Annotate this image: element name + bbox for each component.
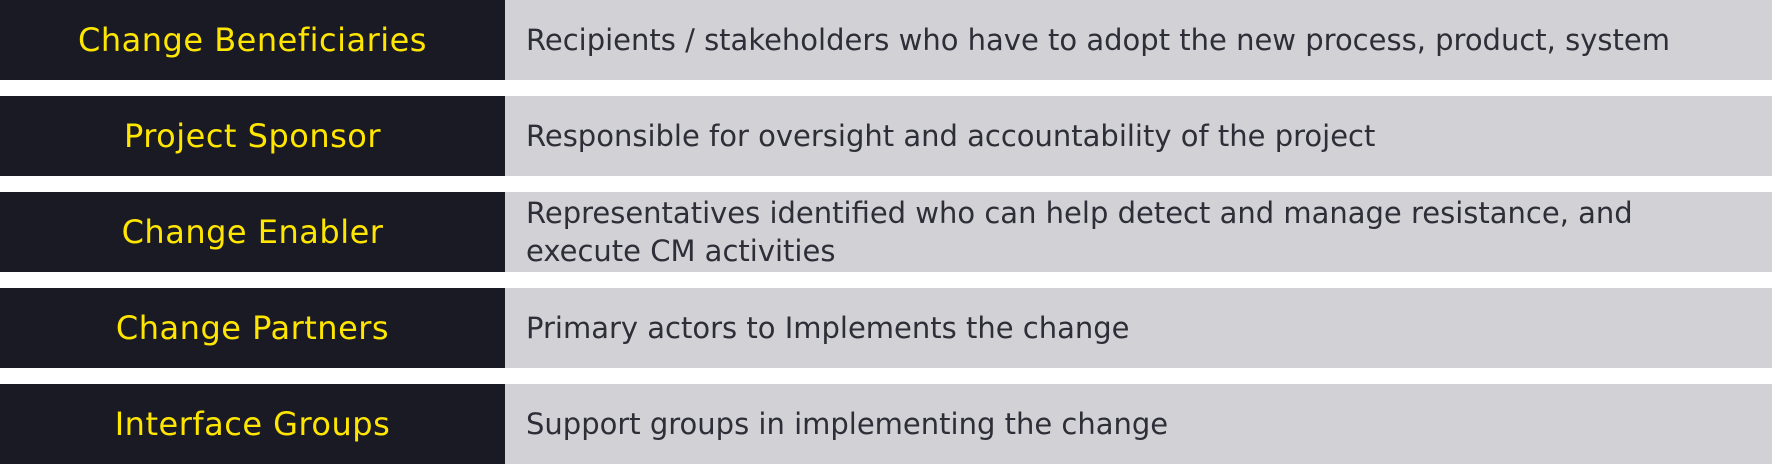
role-description-cell: Primary actors to Implements the change — [505, 288, 1772, 368]
role-label: Change Beneficiaries — [78, 21, 427, 59]
role-description: Responsible for oversight and accountabi… — [526, 119, 1376, 153]
role-row-change-beneficiaries: Change Beneficiaries Recipients / stakeh… — [0, 0, 1772, 80]
role-description-cell: Responsible for oversight and accountabi… — [505, 96, 1772, 176]
role-label: Change Partners — [115, 309, 390, 347]
role-description-cell: Recipients / stakeholders who have to ad… — [505, 0, 1772, 80]
role-label: Project Sponsor — [123, 117, 382, 155]
role-description-cell: Representatives identified who can help … — [505, 192, 1772, 272]
role-description: Representatives identified who can help … — [526, 196, 1633, 268]
role-description: Support groups in implementing the chang… — [526, 407, 1169, 441]
role-description-cell: Support groups in implementing the chang… — [505, 384, 1772, 464]
role-description: Primary actors to Implements the change — [526, 311, 1130, 345]
role-label: Interface Groups — [114, 405, 391, 443]
role-row-change-partners: Change Partners Primary actors to Implem… — [0, 288, 1772, 368]
role-description: Recipients / stakeholders who have to ad… — [526, 23, 1670, 57]
role-label-cell: Change Beneficiaries — [0, 0, 505, 80]
role-label-cell: Interface Groups — [0, 384, 505, 464]
role-row-project-sponsor: Project Sponsor Responsible for oversigh… — [0, 96, 1772, 176]
role-label-cell: Change Partners — [0, 288, 505, 368]
role-label: Change Enabler — [121, 213, 384, 251]
role-label-cell: Project Sponsor — [0, 96, 505, 176]
role-row-interface-groups: Interface Groups Support groups in imple… — [0, 384, 1772, 464]
role-label-cell: Change Enabler — [0, 192, 505, 272]
role-row-change-enabler: Change Enabler Representatives identifie… — [0, 192, 1772, 272]
